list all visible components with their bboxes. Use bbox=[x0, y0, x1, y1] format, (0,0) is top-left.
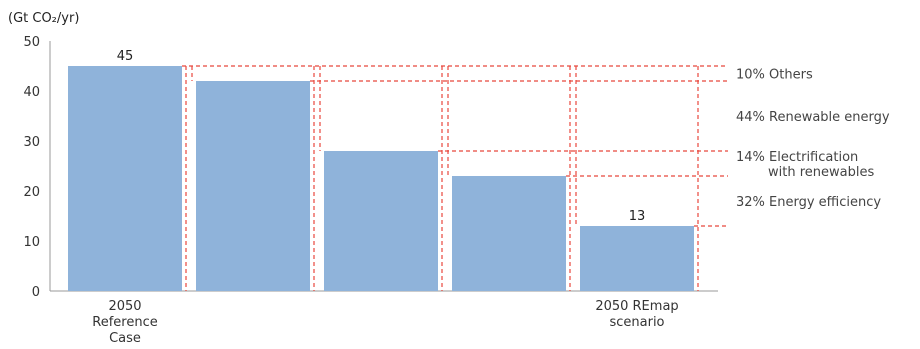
bars bbox=[68, 66, 694, 291]
x-category-label: Reference bbox=[92, 315, 157, 330]
bar-value-label: 45 bbox=[117, 49, 134, 64]
y-tick-label: 10 bbox=[23, 235, 40, 250]
x-category-label: scenario bbox=[609, 315, 664, 330]
y-tick-label: 20 bbox=[23, 185, 40, 200]
bar bbox=[580, 226, 694, 291]
x-category-label: 2050 bbox=[108, 299, 141, 314]
bar bbox=[68, 66, 182, 291]
guide-lines bbox=[182, 65, 728, 291]
reduction-annotation: 10% Others bbox=[736, 68, 813, 83]
y-tick-label: 40 bbox=[23, 85, 40, 100]
reduction-annotation: 44% Renewable energy bbox=[736, 110, 890, 125]
y-tick-label: 0 bbox=[32, 285, 40, 300]
x-category-label: 2050 REmap bbox=[595, 299, 678, 314]
y-unit-label: (Gt CO₂/yr) bbox=[8, 11, 79, 26]
x-category-label: Case bbox=[109, 331, 141, 346]
bar bbox=[452, 176, 566, 291]
y-tick-label: 50 bbox=[23, 35, 40, 50]
reduction-annotation: 14% Electrification bbox=[736, 150, 858, 165]
bar-value-label: 13 bbox=[629, 209, 646, 224]
bar bbox=[324, 151, 438, 291]
y-tick-label: 30 bbox=[23, 135, 40, 150]
reduction-annotation: with renewables bbox=[768, 165, 874, 180]
bar bbox=[196, 81, 310, 291]
reduction-annotation: 32% Energy efficiency bbox=[736, 195, 881, 210]
